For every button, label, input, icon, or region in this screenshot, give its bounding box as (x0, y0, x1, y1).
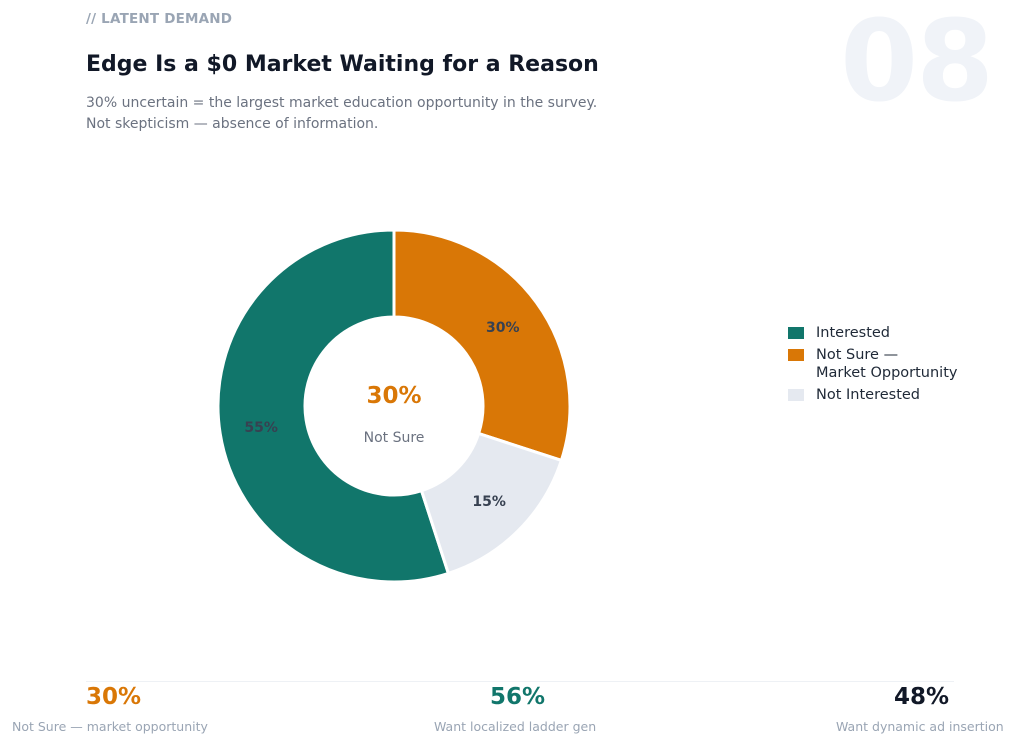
donut-slice-interested (216, 228, 451, 584)
donut-center-label: Not Sure (364, 430, 425, 446)
legend-item-not-sure-market-opportunity: Not Sure — Market Opportunity (788, 346, 957, 382)
slide-number: 08 (840, 0, 994, 127)
donut-slice-not-sure-market-opportunity (392, 228, 572, 463)
stat-value-not-sure: 30% (86, 684, 142, 710)
chart-legend: Interested Not Sure — Market Opportunity N… (788, 324, 957, 408)
donut-slice-not-interested (419, 431, 564, 576)
stat-value-ad-insertion: 48% (894, 684, 950, 710)
page-title: Edge Is a $0 Market Waiting for a Reason (86, 52, 599, 77)
donut-slices (216, 228, 572, 584)
subtitle-line-2: Not skepticism — absence of information. (86, 116, 379, 132)
legend-swatch (788, 349, 804, 361)
legend-swatch (788, 389, 804, 401)
donut-label-not-interested: 15% (472, 494, 506, 510)
legend-label: Not Interested (816, 387, 921, 403)
legend-swatch (788, 327, 804, 339)
donut-label-interested: 55% (244, 420, 278, 436)
stats-divider (86, 681, 954, 682)
legend-label: Not Sure — Market Opportunity (816, 347, 958, 381)
stat-value-ladder-gen: 56% (490, 684, 546, 710)
stat-label-not-sure: Not Sure — market opportunity (12, 719, 208, 734)
donut-slice-labels: 55% 30% 15% (244, 320, 519, 510)
stat-label-ladder-gen: Want localized ladder gen (434, 719, 597, 734)
legend-item-not-interested: Not Interested (788, 386, 957, 404)
donut-center-value: 30% (366, 383, 421, 409)
legend-item-interested: Interested (788, 324, 957, 342)
subtitle-line-1: 30% uncertain = the largest market educa… (86, 95, 598, 111)
page-subtitle: 30% uncertain = the largest market educa… (86, 93, 597, 135)
donut-label-not-sure-market-opportunity: 30% (486, 320, 520, 336)
legend-label: Interested (816, 325, 891, 341)
stat-label-ad-insertion: Want dynamic ad insertion (836, 719, 1004, 734)
section-eyebrow: // LATENT DEMAND (86, 11, 233, 27)
